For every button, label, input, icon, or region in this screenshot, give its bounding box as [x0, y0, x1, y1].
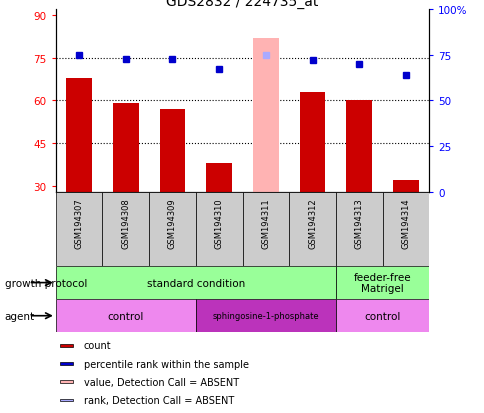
Bar	[56, 299, 196, 332]
Bar	[56, 192, 102, 266]
Bar	[60, 344, 73, 347]
Text: agent: agent	[5, 311, 35, 321]
Bar	[382, 192, 428, 266]
Text: GSM194312: GSM194312	[307, 198, 317, 249]
Bar	[335, 192, 382, 266]
Bar	[288, 192, 335, 266]
Text: feeder-free
Matrigel: feeder-free Matrigel	[353, 272, 410, 294]
Bar	[196, 299, 335, 332]
Bar	[346, 101, 371, 192]
Text: value, Detection Call = ABSENT: value, Detection Call = ABSENT	[84, 377, 239, 387]
Text: GSM194313: GSM194313	[354, 198, 363, 249]
Bar	[56, 266, 335, 299]
Text: GSM194311: GSM194311	[261, 198, 270, 249]
Bar	[242, 192, 288, 266]
Bar	[253, 39, 278, 192]
Bar	[60, 380, 73, 383]
Text: GSM194310: GSM194310	[214, 198, 223, 249]
Text: growth protocol: growth protocol	[5, 278, 87, 288]
Text: GSM194308: GSM194308	[121, 198, 130, 249]
Bar	[113, 104, 138, 192]
Text: rank, Detection Call = ABSENT: rank, Detection Call = ABSENT	[84, 395, 234, 405]
Bar	[149, 192, 196, 266]
Bar	[335, 266, 428, 299]
Text: percentile rank within the sample: percentile rank within the sample	[84, 359, 248, 369]
Text: control: control	[363, 311, 400, 321]
Text: standard condition: standard condition	[146, 278, 244, 288]
Text: control: control	[107, 311, 144, 321]
Text: GSM194314: GSM194314	[401, 198, 409, 249]
Bar	[60, 363, 73, 365]
Text: GSM194309: GSM194309	[167, 198, 177, 249]
Bar	[102, 192, 149, 266]
Bar	[206, 164, 231, 192]
Text: GSM194307: GSM194307	[75, 198, 83, 249]
Bar	[196, 192, 242, 266]
Text: count: count	[84, 341, 111, 351]
Bar	[159, 110, 185, 192]
Bar	[335, 299, 428, 332]
Bar	[392, 181, 418, 192]
Title: GDS2832 / 224735_at: GDS2832 / 224735_at	[166, 0, 318, 9]
Bar	[60, 399, 73, 401]
Bar	[299, 93, 325, 192]
Bar	[66, 78, 92, 192]
Text: sphingosine-1-phosphate: sphingosine-1-phosphate	[212, 311, 318, 320]
